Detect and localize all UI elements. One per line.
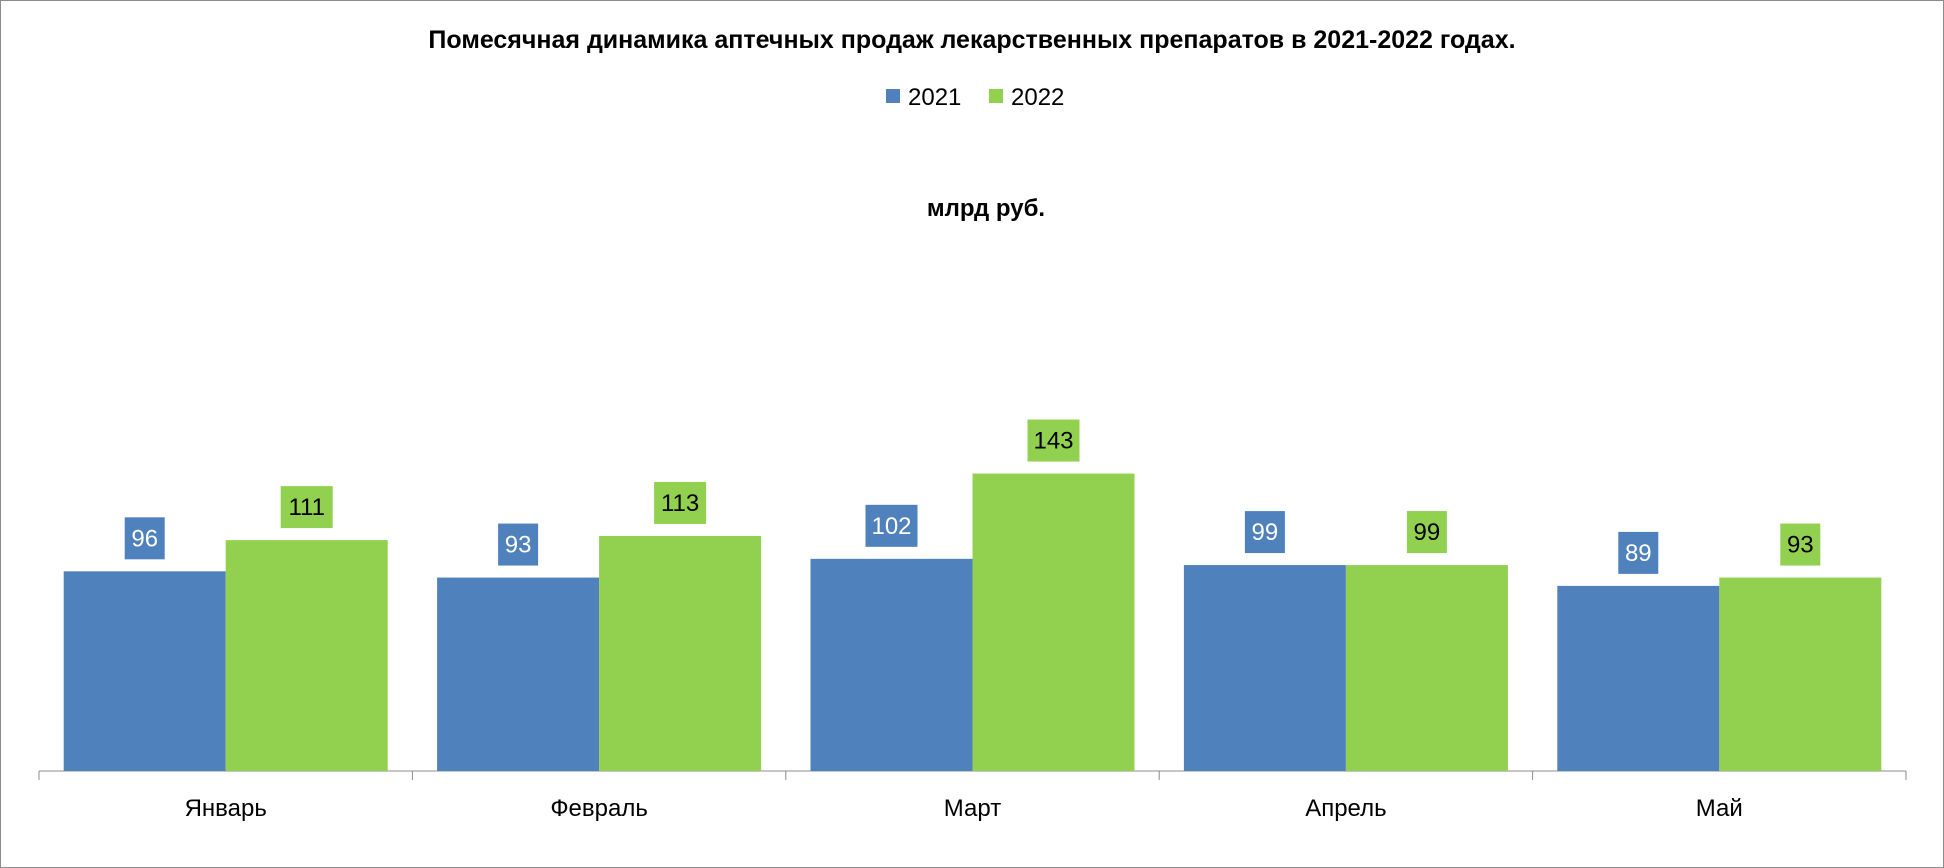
- x-tick-label: Май: [1696, 795, 1743, 822]
- data-label-2021-0: 96: [131, 525, 158, 552]
- bar-2021-2: [810, 558, 973, 771]
- plot-area: 96 111 Январь 93 113 Февраль 102 143 Март 99 99 Апр…: [38, 419, 1907, 822]
- data-label-box-2022-0: [280, 486, 333, 529]
- legend-swatch-2022: [989, 89, 1003, 103]
- data-label-box-2021-0: [124, 517, 165, 560]
- data-label-2021-3: 99: [1252, 519, 1279, 546]
- bar-2022-3: [1345, 565, 1508, 771]
- bar-2022-0: [225, 540, 388, 771]
- chart-title: Помесячная динамика аптечных продаж лека…: [428, 26, 1515, 54]
- bar-2022-2: [972, 473, 1135, 771]
- data-label-box-2022-4: [1780, 523, 1821, 566]
- data-label-box-2022-1: [654, 481, 707, 524]
- x-tick-label: Март: [944, 795, 1001, 822]
- data-label-box-2022-3: [1406, 511, 1447, 554]
- bar-2021-3: [1183, 565, 1346, 771]
- data-label-box-2022-2: [1027, 419, 1080, 462]
- data-label-2022-4: 93: [1787, 532, 1814, 559]
- x-tick-label: Январь: [185, 795, 267, 822]
- data-label-2022-0: 111: [288, 494, 324, 521]
- legend-label-2021: 2021: [908, 84, 961, 111]
- data-label-2021-1: 93: [505, 532, 532, 559]
- x-tick-label: Февраль: [550, 795, 648, 822]
- unit-label: млрд руб.: [927, 195, 1045, 222]
- data-label-2021-4: 89: [1625, 540, 1652, 567]
- data-label-box-2021-2: [865, 504, 918, 547]
- data-label-2022-2: 143: [1033, 428, 1073, 455]
- bar-2022-1: [599, 535, 762, 771]
- bar-2021-0: [63, 571, 226, 771]
- data-label-2022-3: 99: [1414, 519, 1441, 546]
- legend: 2021 2022: [886, 84, 1064, 111]
- bar-2021-1: [437, 577, 600, 771]
- data-label-2022-1: 113: [661, 490, 699, 517]
- legend-label-2022: 2022: [1011, 84, 1064, 111]
- bar-2021-4: [1557, 585, 1720, 771]
- bar-2022-4: [1719, 577, 1882, 771]
- data-label-box-2021-3: [1244, 511, 1285, 554]
- data-label-2021-2: 102: [871, 513, 911, 540]
- data-label-box-2021-1: [498, 523, 539, 566]
- data-label-box-2021-4: [1618, 531, 1659, 574]
- x-tick-label: Апрель: [1305, 795, 1386, 822]
- legend-swatch-2021: [886, 89, 900, 103]
